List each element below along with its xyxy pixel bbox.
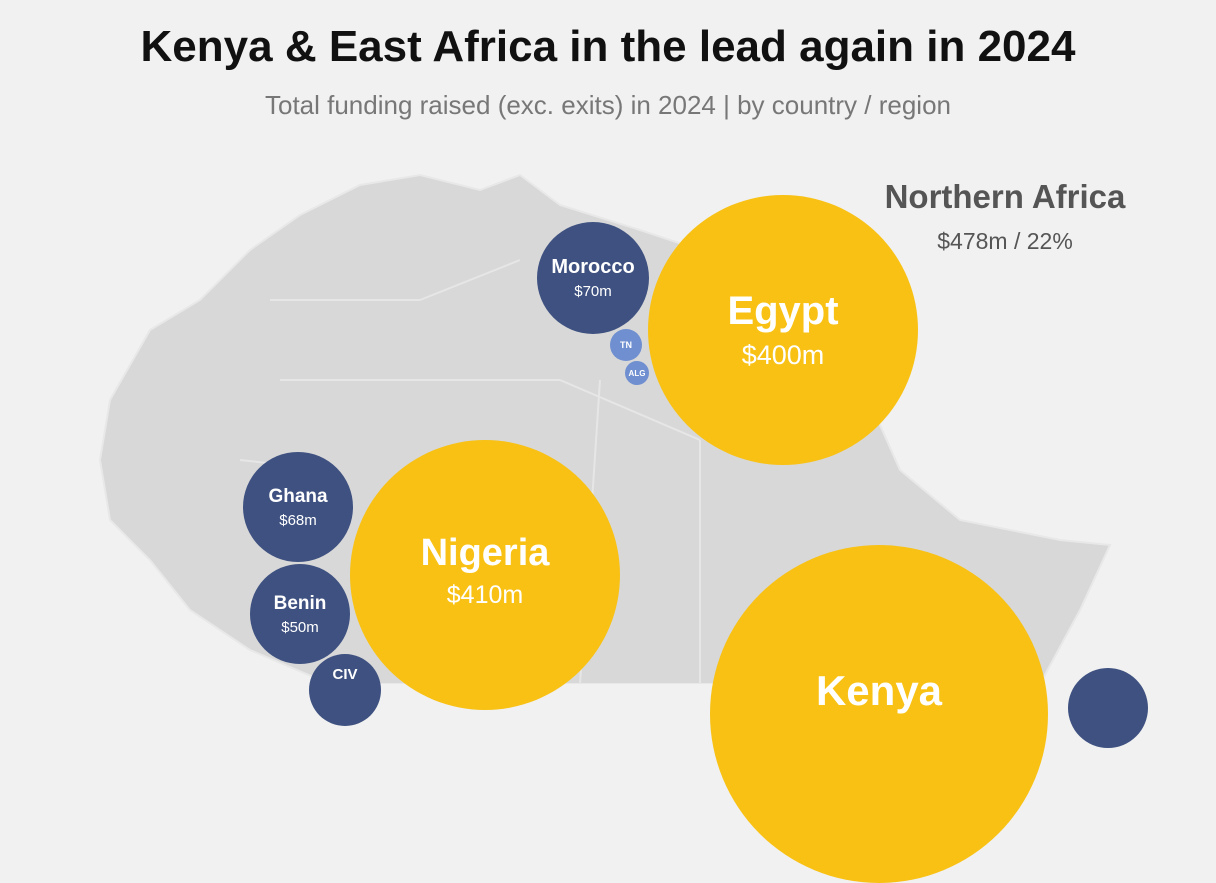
bubble-value: $410m xyxy=(446,581,524,609)
bubble-label: Morocco xyxy=(551,256,635,278)
bubble-kenya: Kenya xyxy=(710,545,1048,883)
chart-title: Kenya & East Africa in the lead again in… xyxy=(140,22,1076,71)
bubble-label: Nigeria xyxy=(420,532,550,574)
bubble-value: $70m xyxy=(574,283,612,300)
region-name: Northern Africa xyxy=(884,178,1126,215)
bubble-unlabeled xyxy=(1068,668,1148,748)
bubble-alg: ALG xyxy=(625,361,649,385)
bubble-morocco: Morocco $70m xyxy=(537,222,649,334)
bubble-value: $400m xyxy=(741,340,825,370)
bubble-egypt: Egypt $400m xyxy=(648,195,918,465)
bubble-value: $50m xyxy=(281,618,319,636)
bubble-label: Ghana xyxy=(268,485,328,507)
bubble-label: Benin xyxy=(273,592,327,614)
bubble-benin: Benin $50m xyxy=(250,564,350,664)
bubble-tn: TN xyxy=(610,329,642,361)
chart-subtitle: Total funding raised (exc. exits) in 202… xyxy=(264,90,951,120)
bubble-label: CIV xyxy=(332,666,358,683)
bubble-ghana: Ghana $68m xyxy=(243,452,353,562)
bubble-label: Egypt xyxy=(727,289,839,333)
bubble-value: $68m xyxy=(279,511,317,529)
bubble-civ: CIV xyxy=(309,654,381,726)
bubble-label: Kenya xyxy=(815,667,943,714)
region-value: $478m / 22% xyxy=(937,228,1073,254)
bubble-nigeria: Nigeria $410m xyxy=(350,440,620,710)
